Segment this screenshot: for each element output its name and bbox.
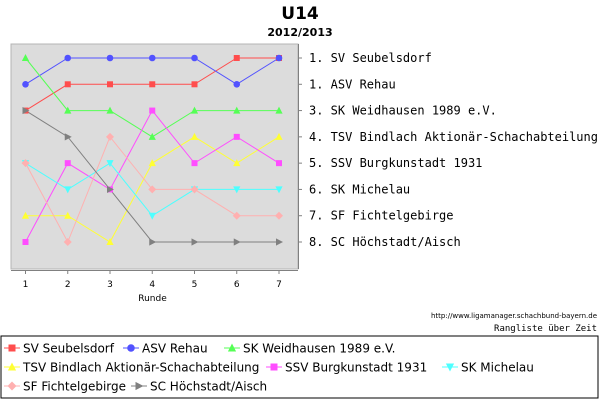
data-point <box>22 106 30 115</box>
data-point <box>106 160 114 168</box>
data-point <box>64 160 71 167</box>
data-point <box>149 238 157 246</box>
legend-marker <box>135 381 144 391</box>
data-point <box>106 54 114 62</box>
legend-label: ASV Rehau <box>142 342 208 356</box>
plot-area <box>10 43 299 270</box>
ranking-label: 4. TSV Bindlach Aktionär-Schachabteilung <box>309 130 598 144</box>
ranking-label: 5. SSV Burgkunstadt 1931 <box>309 156 482 170</box>
data-point <box>233 55 240 61</box>
chart-caption: Rangliste über Zeit <box>494 324 597 334</box>
data-point <box>276 160 282 167</box>
data-point <box>191 238 199 246</box>
ranking-label: 8. SC Höchstadt/Aisch <box>309 235 461 249</box>
data-point <box>276 238 283 246</box>
legend-marker <box>270 363 278 371</box>
data-point <box>21 211 30 219</box>
legend-label: TSV Bindlach Aktionär-Schachabteilung <box>22 361 259 375</box>
chart-title: U14 <box>281 4 319 24</box>
data-point <box>64 133 72 141</box>
legend-label: SK Weidhausen 1989 e.V. <box>243 342 395 356</box>
ranking-label: 1. ASV Rehau <box>309 77 396 91</box>
data-point <box>64 81 71 88</box>
data-point <box>232 211 241 220</box>
legend-box <box>0 335 599 399</box>
data-point <box>233 159 241 167</box>
data-point <box>22 80 29 88</box>
data-point <box>64 186 72 194</box>
legend-label: SV Seubelsdorf <box>23 342 115 356</box>
x-tick-label: 4 <box>149 280 155 290</box>
data-point <box>106 238 114 245</box>
ranking-label: 3. SK Weidhausen 1989 e.V. <box>309 104 497 118</box>
data-point <box>149 81 156 88</box>
data-point <box>63 238 72 246</box>
data-point <box>190 106 199 114</box>
data-point <box>21 159 30 168</box>
legend-marker <box>8 344 16 352</box>
data-point <box>64 54 72 62</box>
data-point <box>64 211 72 219</box>
ranking-label: 1. SV Seubelsdorf <box>309 51 432 65</box>
data-point <box>148 159 156 167</box>
legend-marker <box>127 344 135 352</box>
data-point <box>21 54 30 61</box>
x-tick-label: 7 <box>276 280 282 290</box>
data-point <box>148 132 156 140</box>
data-point <box>148 54 156 62</box>
data-point <box>191 81 198 88</box>
data-point <box>190 185 199 194</box>
data-point <box>233 186 241 194</box>
x-tick-label: 6 <box>234 280 240 290</box>
x-axis-title: Runde <box>138 294 167 304</box>
data-point <box>233 133 240 140</box>
data-point <box>22 239 29 245</box>
x-tick-label: 2 <box>65 280 71 290</box>
data-point <box>275 186 283 194</box>
legend-label: SK Michelau <box>461 361 534 375</box>
data-point <box>275 54 283 62</box>
data-point <box>106 106 114 114</box>
data-point <box>191 54 198 62</box>
legend-label: SC Höchstadt/Aisch <box>150 380 267 394</box>
source-url: http://www.ligamanager.schachbund-bayern… <box>431 312 597 320</box>
data-point <box>148 185 157 194</box>
ranking-label: 7. SF Fichtelgebirge <box>309 209 454 223</box>
x-tick-label: 3 <box>107 280 113 290</box>
data-point <box>190 132 199 140</box>
data-point <box>64 106 72 114</box>
data-point <box>191 160 198 167</box>
chart-subtitle: 2012/2013 <box>267 26 332 39</box>
legend-marker <box>7 362 17 371</box>
data-point <box>107 81 113 88</box>
data-point <box>106 132 114 141</box>
legend-label: SF Fichtelgebirge <box>23 380 126 394</box>
data-point <box>275 106 283 114</box>
data-point <box>275 132 283 140</box>
x-tick-label: 5 <box>192 280 198 290</box>
data-point <box>233 238 241 246</box>
legend-marker <box>227 343 237 352</box>
data-point <box>233 106 241 114</box>
ranking-label: 6. SK Michelau <box>309 182 410 196</box>
x-tick-label: 1 <box>23 280 29 290</box>
legend-marker <box>7 381 17 391</box>
data-point <box>275 211 283 220</box>
data-point <box>148 212 156 220</box>
legend-marker <box>445 363 455 372</box>
data-point <box>107 185 114 194</box>
data-point <box>233 80 241 88</box>
data-point <box>149 107 156 114</box>
legend-label: SSV Burgkunstadt 1931 <box>285 361 427 375</box>
